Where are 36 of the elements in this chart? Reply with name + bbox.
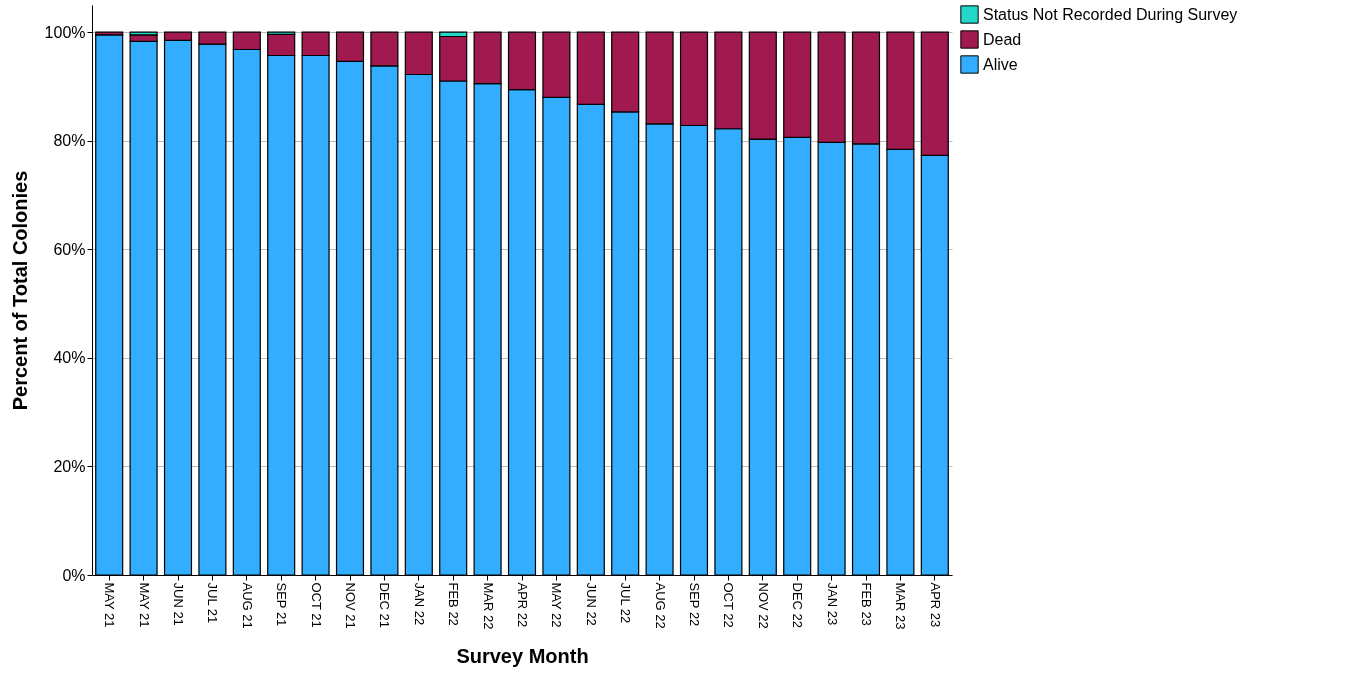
x-tick-label: FEB 22 [446,582,462,626]
legend-label: Dead [983,30,1022,48]
x-tick-label: MAR 23 [893,582,909,630]
x-tick-label: JUN 22 [583,582,599,626]
x-tick-label: APR 23 [927,582,943,628]
x-tick-label: JAN 23 [824,582,840,626]
y-tick-label: 20% [53,457,86,475]
x-tick-label: JUN 21 [171,582,186,626]
x-axis-title: Survey Month [456,645,589,668]
x-tick-label: JUL 22 [618,582,634,624]
x-tick-label: OCT 22 [721,582,737,628]
x-tick-label: SEP 21 [274,582,290,627]
x-tick-label: MAR 22 [480,582,496,630]
x-tick-label: SEP 22 [687,582,702,627]
y-axis-title: Percent of Total Colonies [8,170,31,411]
y-tick-label: 0% [62,566,86,584]
x-tick-label: MAY 21 [136,582,152,628]
x-tick-label: JAN 22 [411,582,427,626]
x-tick-label: AUG 21 [239,582,255,629]
x-tick-label: OCT 21 [308,582,324,628]
x-tick-label: NOV 22 [755,582,771,629]
x-tick-label: APR 22 [515,582,530,628]
x-tick-label: DEC 21 [377,582,393,629]
x-tick-label: FEB 23 [859,582,874,626]
x-tick-label: DEC 22 [790,582,806,629]
x-tick-label: NOV 21 [343,582,358,629]
y-tick-label: 100% [44,23,86,41]
x-tick-label: JUL 21 [205,582,221,624]
y-tick-label: 60% [53,240,86,258]
y-tick-label: 40% [53,349,86,367]
y-tick-label: 80% [53,132,86,150]
x-tick-label: MAY 21 [102,582,118,628]
x-tick-label: AUG 22 [652,582,668,629]
legend-label: Status Not Recorded During Survey [983,5,1238,23]
x-tick-label: MAY 22 [549,582,565,628]
legend-label: Alive [983,55,1018,73]
